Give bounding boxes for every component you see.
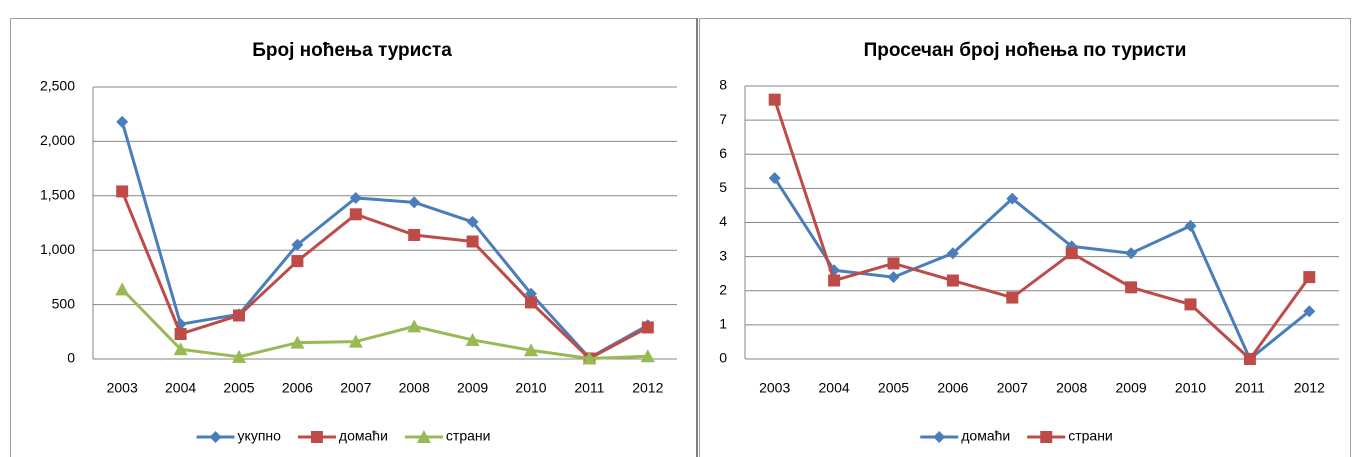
legend-marker <box>1040 431 1053 443</box>
series-line <box>120 190 649 360</box>
marker <box>1184 219 1197 232</box>
series-line <box>120 121 649 360</box>
x-tick-label: 2010 <box>1175 380 1206 396</box>
marker <box>466 235 479 248</box>
marker <box>407 319 422 333</box>
marker <box>349 191 362 204</box>
x-tick-label: 2008 <box>1056 380 1087 396</box>
legend-label: страни <box>446 428 491 444</box>
marker <box>408 196 421 209</box>
y-tick-label: 2,500 <box>40 78 75 94</box>
marker <box>1184 298 1197 311</box>
x-tick-label: 2003 <box>759 380 790 396</box>
marker <box>291 238 304 251</box>
x-tick-label: 2009 <box>1116 380 1147 396</box>
marker <box>768 172 781 185</box>
marker <box>1125 247 1138 260</box>
marker <box>946 274 959 287</box>
marker <box>173 342 188 356</box>
y-tick-label: 1,500 <box>40 187 75 203</box>
x-tick-label: 2005 <box>223 380 254 396</box>
marker <box>290 335 305 349</box>
panel-border <box>10 18 697 457</box>
marker <box>640 349 655 363</box>
y-tick-label: 2,000 <box>40 132 75 148</box>
panel-border <box>699 18 1351 457</box>
marker <box>1006 192 1019 205</box>
x-tick-label: 2009 <box>457 380 488 396</box>
marker <box>174 327 187 340</box>
x-tick-label: 2005 <box>878 380 909 396</box>
chart-title: Број ноћења туриста <box>252 40 452 61</box>
series-line <box>121 288 648 360</box>
marker <box>768 93 781 106</box>
marker <box>115 282 130 296</box>
marker <box>233 309 245 322</box>
y-tick-label: 500 <box>52 295 76 311</box>
y-tick-label: 1,000 <box>40 241 75 257</box>
x-tick-label: 2012 <box>1294 380 1325 396</box>
series-line <box>773 177 1311 361</box>
x-tick-label: 2011 <box>574 380 604 396</box>
marker <box>1125 281 1138 294</box>
y-tick-label: 2 <box>719 281 727 297</box>
y-tick-label: 4 <box>719 213 727 229</box>
marker <box>466 215 479 228</box>
marker <box>887 257 900 270</box>
marker <box>1243 353 1256 365</box>
y-tick-label: 5 <box>719 179 727 195</box>
y-tick-label: 0 <box>719 350 727 366</box>
legend-label: страни <box>1068 428 1113 444</box>
series-line <box>773 99 1311 361</box>
x-tick-label: 2006 <box>937 380 968 396</box>
y-tick-label: 6 <box>719 145 727 161</box>
marker <box>291 255 304 268</box>
marker <box>465 332 480 346</box>
marker <box>641 321 654 334</box>
marker <box>525 296 537 309</box>
marker <box>1303 271 1316 284</box>
y-tick-label: 0 <box>67 350 75 366</box>
legend-marker <box>933 431 946 443</box>
x-tick-label: 2007 <box>340 380 371 396</box>
marker <box>1303 305 1316 318</box>
marker <box>116 185 129 198</box>
marker <box>524 343 538 357</box>
marker <box>1065 247 1078 260</box>
marker <box>582 351 597 365</box>
marker <box>946 247 959 260</box>
marker <box>887 271 900 284</box>
y-tick-label: 7 <box>719 111 727 127</box>
legend-label: домаћи <box>961 428 1010 444</box>
marker <box>349 208 362 221</box>
x-tick-label: 2012 <box>632 380 663 396</box>
legend-label: укупно <box>238 428 282 444</box>
x-tick-label: 2011 <box>1235 380 1265 396</box>
y-tick-label: 1 <box>719 316 727 332</box>
x-tick-label: 2008 <box>399 380 430 396</box>
x-tick-label: 2007 <box>997 380 1028 396</box>
marker <box>232 349 246 363</box>
marker <box>828 274 841 287</box>
x-tick-label: 2006 <box>282 380 313 396</box>
y-tick-label: 8 <box>719 77 727 93</box>
x-tick-label: 2004 <box>819 380 850 396</box>
legend-label: домаћи <box>339 428 388 444</box>
legend-marker <box>310 431 323 443</box>
legend-marker <box>209 431 222 443</box>
legend-marker <box>416 430 431 443</box>
marker <box>116 115 129 128</box>
x-tick-label: 2003 <box>107 380 138 396</box>
chart-title: Просечан број ноћења по туристи <box>864 40 1187 61</box>
x-tick-label: 2004 <box>165 380 196 396</box>
marker <box>408 228 421 241</box>
marker <box>348 334 363 348</box>
marker <box>1006 291 1019 304</box>
y-tick-label: 3 <box>719 247 727 263</box>
x-tick-label: 2010 <box>515 380 546 396</box>
